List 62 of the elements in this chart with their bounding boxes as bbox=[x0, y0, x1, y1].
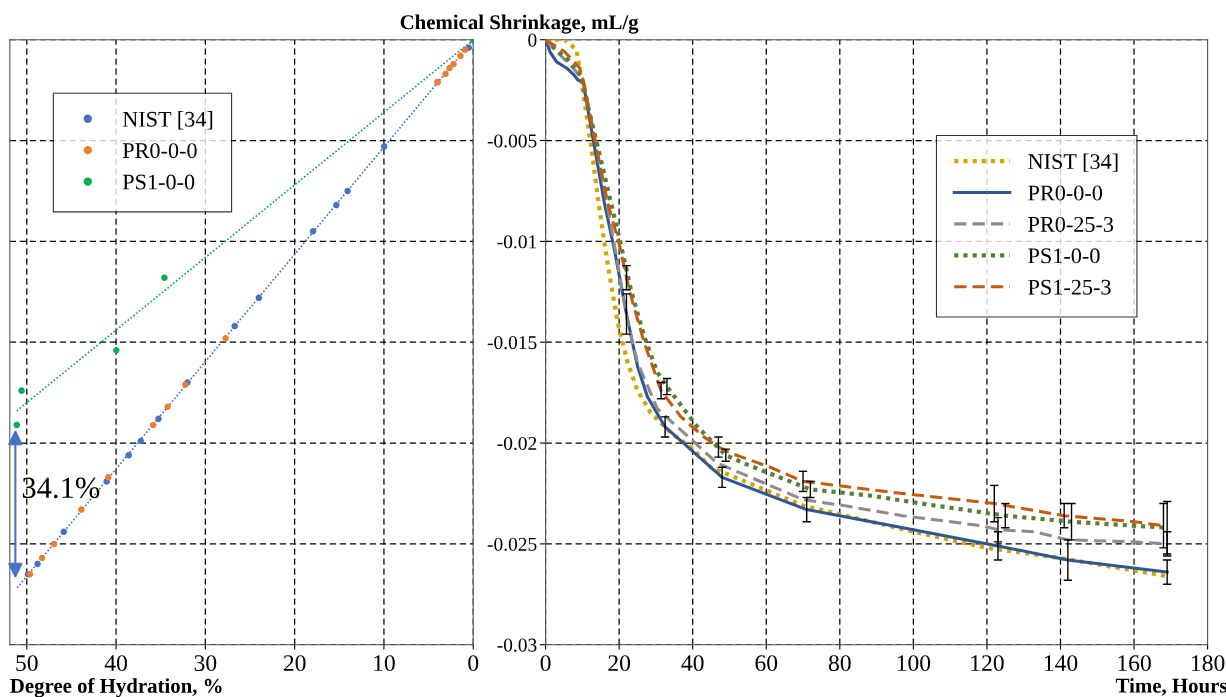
y-tick-label: -0.02 bbox=[497, 436, 537, 451]
point bbox=[125, 451, 132, 459]
point bbox=[18, 387, 25, 394]
point bbox=[344, 187, 351, 195]
x-tick-label: 20 bbox=[283, 655, 306, 672]
point bbox=[446, 64, 453, 72]
y-tick-label: -0.015 bbox=[487, 336, 537, 350]
point bbox=[155, 415, 162, 423]
y-tick-label: 0 bbox=[528, 33, 537, 47]
legend-label: NIST [34] bbox=[122, 111, 213, 130]
x-tick-label: 0 bbox=[540, 655, 551, 672]
point bbox=[60, 528, 67, 536]
x-axis-title: Time, Hours bbox=[1115, 678, 1226, 696]
point bbox=[38, 554, 46, 562]
legend-label: PR0-0-0 bbox=[122, 143, 197, 159]
point bbox=[222, 334, 229, 342]
point bbox=[34, 560, 41, 568]
y-axis-title: Chemical Shrinkage, mL/g bbox=[400, 14, 639, 34]
x-tick-label: 160 bbox=[1118, 655, 1151, 672]
point bbox=[113, 347, 120, 354]
annotation: 34.1% bbox=[22, 477, 100, 499]
y-tick-label: -0.025 bbox=[487, 537, 537, 551]
point bbox=[255, 294, 263, 302]
point bbox=[50, 540, 58, 548]
point bbox=[457, 52, 464, 60]
x-tick-label: 0 bbox=[468, 655, 479, 672]
x-axis-title: Degree of Hydration, % bbox=[10, 678, 222, 697]
y-tick-label: -0.01 bbox=[497, 235, 537, 249]
legend-label: PR0-0-0 bbox=[1028, 185, 1103, 201]
y-tick-label: -0.005 bbox=[487, 134, 537, 148]
point bbox=[149, 421, 157, 429]
y-tick-label: -0.03 bbox=[497, 638, 537, 652]
x-tick-label: 180 bbox=[1191, 655, 1225, 672]
point bbox=[164, 403, 171, 411]
point bbox=[309, 228, 317, 235]
point bbox=[231, 322, 238, 330]
point bbox=[380, 143, 388, 150]
x-tick-label: 20 bbox=[608, 655, 631, 672]
x-tick-label: 10 bbox=[374, 655, 395, 672]
x-tick-label: 30 bbox=[194, 655, 217, 672]
x-tick-label: 40 bbox=[104, 655, 127, 672]
point bbox=[450, 60, 457, 68]
point bbox=[333, 201, 340, 209]
legend-label: PR0-25-3 bbox=[1028, 216, 1114, 232]
x-tick-label: 140 bbox=[1044, 655, 1078, 672]
point bbox=[461, 46, 469, 54]
point bbox=[137, 437, 145, 445]
x-tick-label: 80 bbox=[828, 655, 851, 672]
x-tick-label: 100 bbox=[897, 655, 931, 672]
point bbox=[442, 70, 449, 78]
x-tick-label: 50 bbox=[16, 655, 38, 672]
legend-label: PS1-0-0 bbox=[1028, 248, 1100, 264]
point bbox=[105, 474, 112, 481]
legend-label: PS1-25-3 bbox=[1028, 279, 1111, 295]
x-tick-label: 120 bbox=[971, 655, 1004, 672]
x-tick-label: 60 bbox=[755, 655, 778, 672]
point bbox=[161, 274, 168, 281]
x-tick-label: 40 bbox=[681, 655, 704, 672]
point bbox=[78, 506, 85, 513]
legend-label: NIST [34] bbox=[1028, 153, 1118, 172]
point bbox=[13, 421, 21, 429]
legend-label: PS1-0-0 bbox=[122, 174, 195, 190]
